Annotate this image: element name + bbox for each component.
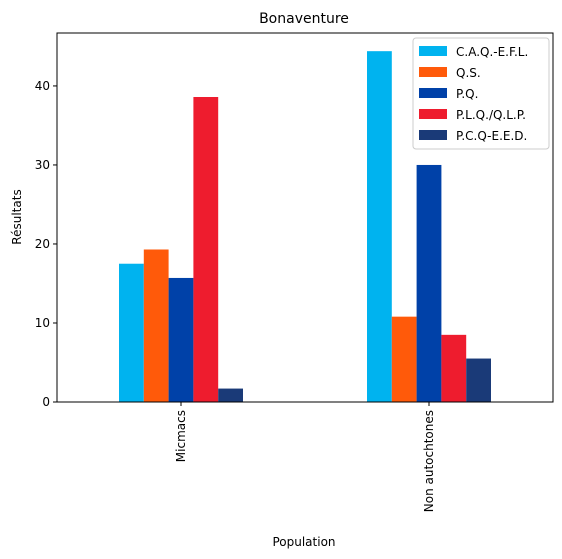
plot-frame: [56, 32, 554, 403]
legend-swatch-p-l-q-q-l-p: [419, 109, 447, 119]
bar-p-c-q-e-e-d-non-autochtones: [466, 358, 491, 402]
bar-p-l-q-q-l-p-non-autochtones: [441, 334, 467, 402]
x-axis-label: Population: [272, 535, 335, 549]
bar-p-q-micmacs: [168, 277, 194, 402]
chart-title: Bonaventure: [259, 11, 349, 27]
bar-c-a-q-e-f-l-micmacs: [119, 263, 144, 402]
legend-label-c-a-q-e-f-l: C.A.Q.-E.F.L.: [456, 45, 528, 59]
legend-box: [412, 37, 550, 150]
bars-layer: [119, 51, 491, 403]
x-axis-ticks: Micmacs Non autochtones: [174, 402, 436, 512]
y-axis-label: Résultats: [10, 189, 24, 244]
x-tick-label: Non autochtones: [422, 410, 436, 512]
legend-label-p-l-q-q-l-p: P.L.Q./Q.L.P.: [456, 108, 526, 122]
bar-q-s-micmacs: [143, 249, 169, 402]
legend-swatch-q-s: [419, 67, 447, 77]
legend-swatch-p-c-q-e-e-d: [419, 130, 447, 140]
y-tick-label: 30: [35, 158, 50, 172]
legend: C.A.Q.-E.F.L. Q.S. P.Q. P.L.Q./Q.L.P. P.C.Q-…: [412, 37, 550, 150]
bar-q-s-non-autochtones: [391, 316, 417, 402]
y-axis-ticks: 0 10 20 30 40: [35, 79, 57, 409]
bar-p-q-non-autochtones: [416, 164, 442, 402]
y-tick-label: 0: [42, 395, 50, 409]
x-tick-label: Micmacs: [174, 410, 188, 462]
bar-p-l-q-q-l-p-micmacs: [193, 97, 219, 403]
y-tick-label: 20: [35, 237, 50, 251]
y-tick-label: 40: [35, 79, 50, 93]
legend-label-p-q: P.Q.: [456, 87, 478, 101]
bar-p-c-q-e-e-d-micmacs: [218, 388, 243, 402]
bar-c-a-q-e-f-l-non-autochtones: [367, 51, 392, 402]
legend-label-p-c-q-e-e-d: P.C.Q-E.E.D.: [456, 129, 527, 143]
legend-label-q-s: Q.S.: [456, 66, 481, 80]
legend-swatch-p-q: [419, 88, 447, 98]
y-tick-label: 10: [35, 316, 50, 330]
legend-swatch-c-a-q-e-f-l: [419, 46, 447, 56]
